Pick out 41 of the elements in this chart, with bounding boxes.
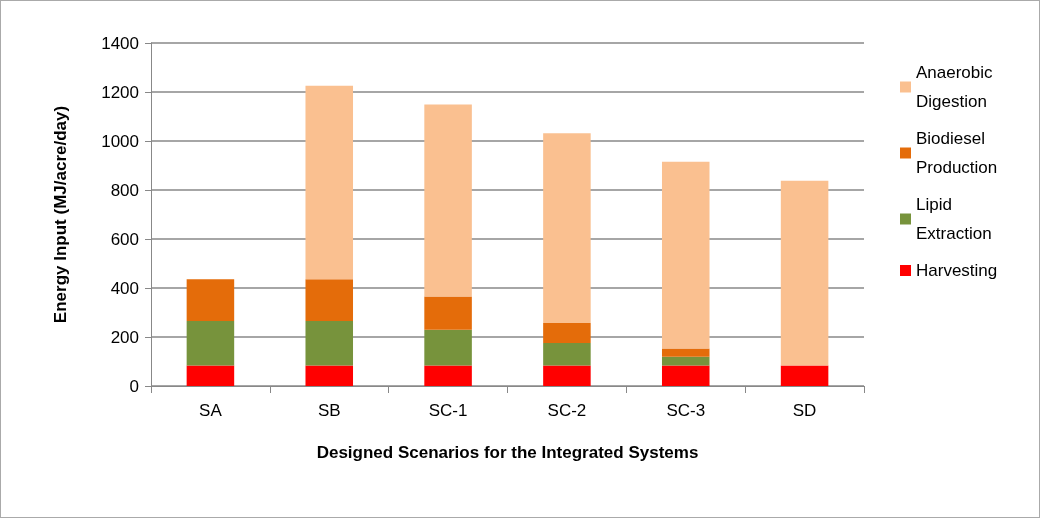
x-tick-label: SC-2	[547, 401, 587, 420]
bar	[661, 356, 710, 366]
bar	[424, 365, 472, 386]
bar	[305, 85, 354, 280]
legend-label: Harvesting	[916, 261, 998, 280]
y-tick-label: 0	[129, 376, 139, 396]
bar	[305, 365, 354, 386]
x-tick-label: SA	[199, 401, 223, 420]
bar	[780, 180, 829, 366]
bar	[543, 342, 591, 366]
bar	[543, 365, 591, 386]
y-tick-label: 1000	[101, 131, 139, 151]
y-tick-label: 800	[110, 180, 139, 200]
y-tick-label: 600	[110, 229, 139, 249]
y-tick-label: 1200	[101, 82, 139, 102]
bar	[424, 104, 472, 297]
bar	[186, 365, 235, 386]
x-tick-label: SC-1	[428, 401, 468, 420]
bar	[543, 133, 591, 324]
bar	[186, 279, 235, 322]
bar	[543, 323, 591, 343]
x-tick-label: SC-3	[666, 401, 706, 420]
y-tick-label: 1400	[101, 33, 139, 53]
x-tick-label: SB	[317, 401, 341, 420]
bar	[305, 279, 354, 322]
bar	[661, 365, 710, 386]
y-axis-title: Energy Input (MJ/acre/day)	[51, 105, 70, 324]
legend-label: Lipid Extraction	[916, 195, 992, 243]
bar	[661, 161, 710, 349]
y-tick-label: 200	[110, 327, 139, 347]
legend-label: Anaerobic Digestion	[916, 63, 998, 111]
y-tick-label: 400	[110, 278, 139, 298]
bar	[780, 365, 829, 386]
bar	[661, 348, 710, 357]
bar	[186, 321, 235, 366]
x-axis-title: Designed Scenarios for the Integrated Systems	[316, 443, 699, 462]
bar	[305, 321, 354, 366]
x-tick-label: SD	[792, 401, 817, 420]
bar	[424, 329, 472, 366]
legend-label: Biodiesel Production	[916, 129, 998, 177]
bar	[424, 296, 472, 330]
